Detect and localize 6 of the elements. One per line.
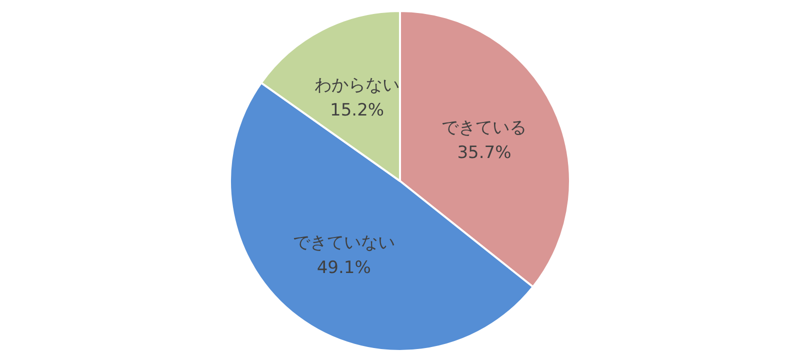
data-label: 35.7% xyxy=(457,142,512,163)
data-label: 49.1% xyxy=(316,258,371,278)
slice-label: できている xyxy=(442,118,527,138)
data-label: 15.2% xyxy=(330,100,384,120)
slice-label: わからない xyxy=(314,75,400,96)
slice-label: できていない xyxy=(292,233,395,254)
